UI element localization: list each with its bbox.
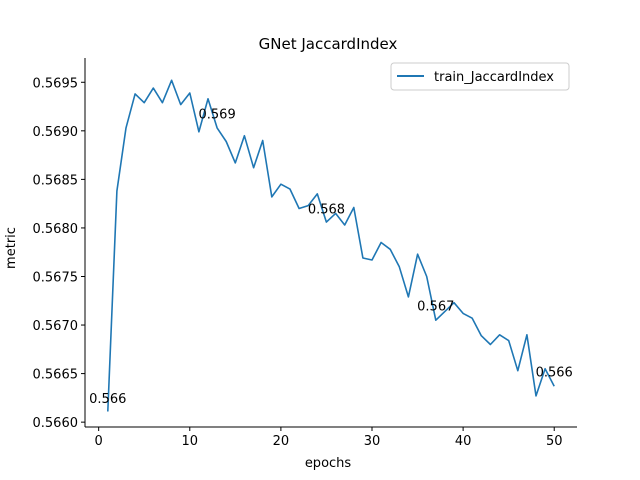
x-tick-label: 50	[546, 434, 563, 449]
data-annotation: 0.569	[199, 107, 236, 122]
x-tick-label: 30	[364, 434, 381, 449]
data-annotation: 0.566	[89, 392, 126, 407]
y-axis-label: metric	[4, 227, 19, 269]
chart-title: GNet JaccardIndex	[259, 35, 398, 53]
y-tick-label: 0.5685	[33, 173, 79, 188]
y-tick-label: 0.5690	[33, 125, 79, 140]
y-tick-label: 0.5680	[33, 222, 79, 237]
x-tick-label: 20	[273, 434, 290, 449]
legend-box	[390, 62, 570, 91]
legend-label-train-jaccardindex: train_JaccardIndex	[434, 70, 554, 85]
axes: 0 10 20 30 40 50 0.5660 0.5665 0.5670 0.5675 0.568…	[33, 58, 577, 449]
y-tick-label: 0.5665	[33, 368, 79, 383]
plot-area: 0.566 0.569 0.568 0.567 0.566	[89, 79, 573, 412]
y-tick-label: 0.5670	[33, 319, 79, 334]
y-tick-label: 0.5695	[33, 76, 79, 91]
data-annotation: 0.566	[536, 366, 573, 381]
x-tick-label: 10	[182, 434, 199, 449]
data-annotation: 0.568	[308, 203, 345, 218]
x-tick-label: 0	[95, 434, 103, 449]
y-tick-label: 0.5660	[33, 416, 79, 431]
y-tick-label: 0.5675	[33, 270, 79, 285]
legend: train_JaccardIndex	[390, 62, 570, 91]
data-annotation: 0.567	[417, 300, 454, 315]
x-tick-label: 40	[455, 434, 472, 449]
series-line-train-jaccardindex	[107, 79, 555, 412]
x-axis-label: epochs	[305, 456, 352, 471]
